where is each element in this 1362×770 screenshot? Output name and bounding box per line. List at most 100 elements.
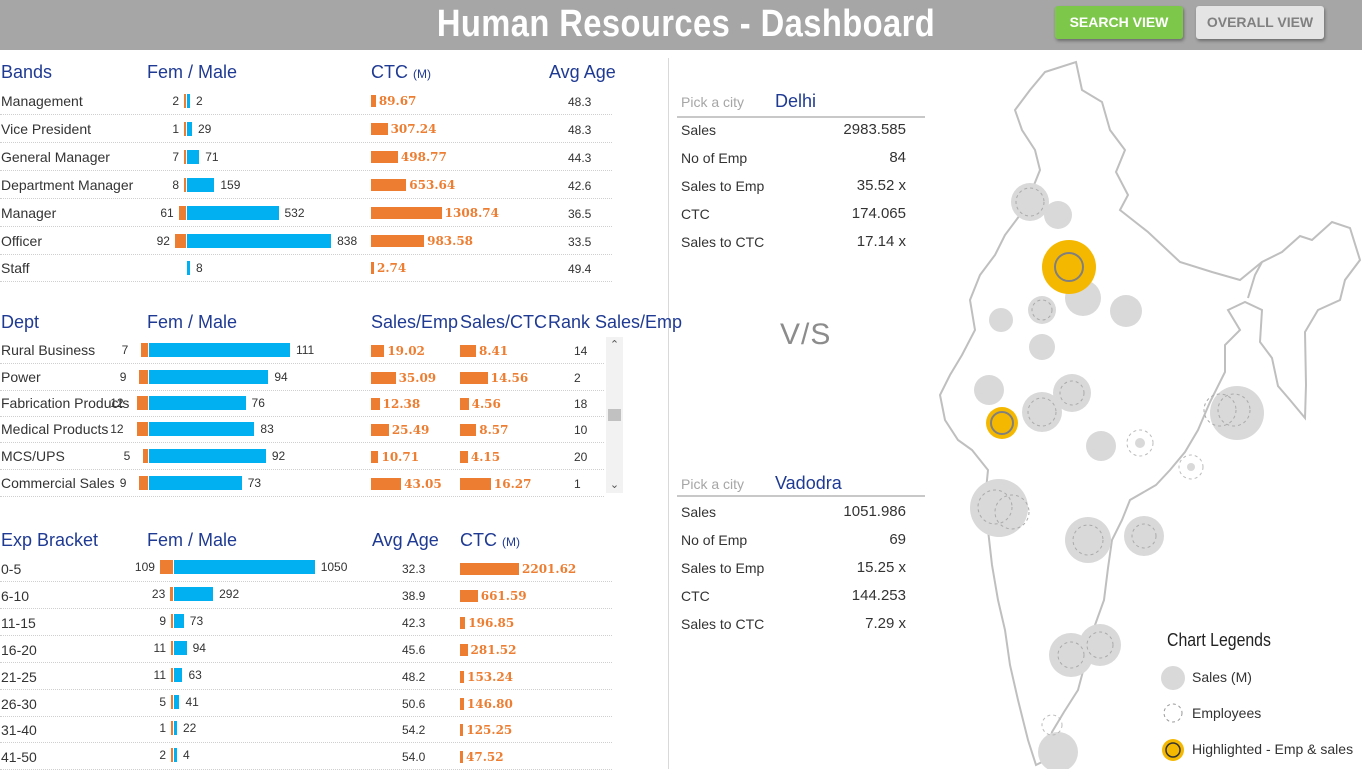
city-bubble[interactable] xyxy=(1126,429,1154,457)
city-bubble[interactable] xyxy=(1059,380,1085,406)
female-bar xyxy=(171,614,173,628)
highlighted-bubble-delhi[interactable] xyxy=(1042,240,1096,294)
sales-emp-value: 19.02 xyxy=(387,344,425,358)
legend-sales-icon xyxy=(1161,666,1185,690)
male-bar xyxy=(149,370,269,384)
table-row: Power 9 94 35.09 14.56 2 xyxy=(0,363,604,391)
city-bubble[interactable] xyxy=(1015,187,1045,217)
city-bubble[interactable] xyxy=(1072,524,1104,556)
ctc-bar xyxy=(460,751,463,763)
metric-label: CTC xyxy=(681,588,710,604)
ctc-bar xyxy=(371,151,398,163)
metric-label: No of Emp xyxy=(681,532,748,548)
male-bar xyxy=(149,396,246,410)
metric-value: 1051.986 xyxy=(843,503,906,520)
metric-label: Sales to Emp xyxy=(681,560,765,576)
male-bar xyxy=(187,178,215,192)
legend-highlighted-icon xyxy=(1162,739,1184,761)
table-row: MCS/UPS 5 92 10.71 4.15 20 xyxy=(0,442,604,470)
scroll-down-icon[interactable]: ⌄ xyxy=(609,479,620,491)
city-bubble[interactable] xyxy=(1065,517,1111,563)
city-bubble[interactable] xyxy=(1031,299,1053,321)
city-bubble[interactable] xyxy=(1079,624,1121,666)
city-bubble[interactable] xyxy=(1203,393,1237,427)
female-bar xyxy=(170,587,173,601)
male-bar xyxy=(187,94,190,108)
ctc-bar xyxy=(460,724,464,736)
male-bar xyxy=(174,641,187,655)
city-bubble[interactable] xyxy=(1011,183,1049,221)
city-bubble[interactable] xyxy=(1178,454,1204,480)
city-bubble[interactable] xyxy=(1124,516,1164,556)
female-count: 9 xyxy=(159,614,166,628)
dept-scrollbar[interactable]: ⌃ ⌄ xyxy=(606,337,623,493)
city-bubble[interactable] xyxy=(1086,431,1116,461)
overall-view-button[interactable]: OVERALL VIEW xyxy=(1196,6,1324,39)
male-count: 111 xyxy=(295,343,315,357)
city-bubble[interactable] xyxy=(1053,374,1091,412)
female-bar xyxy=(184,94,186,108)
ctc-bar xyxy=(460,563,519,575)
city-select-2[interactable]: Vadodra xyxy=(775,473,842,493)
male-count: 73 xyxy=(247,476,262,490)
female-bar xyxy=(159,560,173,574)
ctc-bar xyxy=(460,644,468,656)
male-count: 292 xyxy=(219,587,240,601)
exp-bracket: 16-20 xyxy=(1,642,37,658)
city-bubble[interactable] xyxy=(1135,438,1145,448)
female-bar xyxy=(184,178,186,192)
city-bubble[interactable] xyxy=(1057,641,1085,669)
city-bubble[interactable] xyxy=(989,308,1013,332)
table-row: 6-10 23 292 38.9 661.59 xyxy=(0,581,612,609)
search-view-button[interactable]: SEARCH VIEW xyxy=(1055,6,1183,39)
female-bar xyxy=(136,422,148,436)
city-bubble[interactable] xyxy=(1110,295,1142,327)
scroll-up-icon[interactable]: ⌃ xyxy=(609,339,620,351)
city-bubble[interactable] xyxy=(1041,714,1063,736)
city1-underline xyxy=(677,116,925,118)
rank: 1 xyxy=(574,477,581,491)
avg-age: 33.5 xyxy=(568,235,592,249)
ctc-value: 89.67 xyxy=(378,94,417,108)
sales-emp-bar xyxy=(371,345,385,357)
city-bubble[interactable] xyxy=(1187,463,1195,471)
table-row: 0-5 109 1050 32.3 2201.62 xyxy=(0,554,612,582)
female-bar xyxy=(171,748,173,762)
city-bubble[interactable] xyxy=(1086,631,1114,659)
ctc-value: 983.58 xyxy=(427,234,474,248)
male-bar xyxy=(174,560,315,574)
city-bubble[interactable] xyxy=(977,489,1013,525)
table-row: 41-50 2 4 54.0 47.52 xyxy=(0,742,612,770)
table-row: 26-30 5 41 50.6 146.80 xyxy=(0,689,612,717)
city-select-1[interactable]: Delhi xyxy=(775,91,817,111)
city-bubble[interactable] xyxy=(1044,201,1072,229)
city-bubble[interactable] xyxy=(1131,523,1157,549)
male-bar xyxy=(149,343,290,357)
city-bubble[interactable] xyxy=(1038,732,1078,769)
sales-ctc-value: 16.27 xyxy=(493,477,532,491)
band-name: Officer xyxy=(1,233,42,249)
city-bubble[interactable] xyxy=(1029,334,1055,360)
table-row: Commercial Sales 9 73 43.05 16.27 1 xyxy=(0,469,604,497)
male-count: 2 xyxy=(196,94,203,108)
sales-emp-value: 25.49 xyxy=(391,423,430,437)
male-count: 63 xyxy=(188,668,202,682)
table-row: 31-40 1 22 54.2 125.25 xyxy=(0,715,612,743)
band-name: General Manager xyxy=(1,149,110,165)
metric-label: Sales xyxy=(681,504,717,520)
city-bubble[interactable] xyxy=(1210,386,1264,440)
city-bubble[interactable] xyxy=(1217,393,1251,427)
female-count: 1 xyxy=(159,721,166,735)
dept-name: MCS/UPS xyxy=(1,448,65,464)
scroll-thumb[interactable] xyxy=(608,409,621,421)
sales-ctc-bar xyxy=(460,372,488,384)
bands-header: Bands xyxy=(1,62,53,82)
city-bubble[interactable] xyxy=(970,479,1028,537)
female-count: 2 xyxy=(172,94,179,108)
city-bubble[interactable] xyxy=(974,375,1004,405)
city-bubble[interactable] xyxy=(1027,397,1057,427)
legend-highlighted-ring xyxy=(1165,742,1181,758)
metric-value: 17.14 x xyxy=(856,233,906,250)
dept-sales-ctc-header: Sales/CTC xyxy=(460,312,548,332)
city-bubble[interactable] xyxy=(994,494,1030,530)
